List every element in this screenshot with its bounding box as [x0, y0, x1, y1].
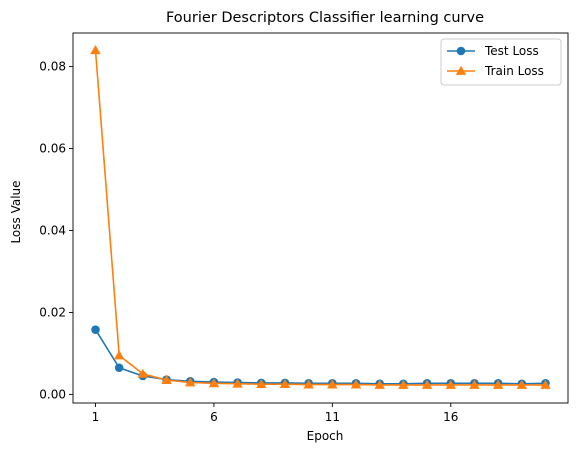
test-loss-point: [91, 325, 100, 334]
train-loss-point: [421, 379, 433, 389]
plot-frame: [72, 32, 569, 404]
x-axis-label: Epoch: [307, 429, 344, 443]
train-loss-point: [469, 379, 480, 389]
train-loss-point: [492, 379, 504, 389]
legend-test-loss-label: Test Loss: [484, 44, 539, 58]
train-loss-point: [256, 378, 267, 389]
plot-area: 1 6 11 160.000.020.040.060.08: [39, 32, 569, 424]
y-tick-label: 0.04: [39, 223, 66, 237]
x-tick-label: 6: [210, 410, 218, 424]
train-loss-point: [232, 378, 243, 388]
chart-title: Fourier Descriptors Classifier learning …: [166, 10, 484, 26]
train-loss-point: [374, 379, 385, 389]
legend-train-loss-marker: [455, 65, 467, 75]
train-loss-point: [279, 378, 291, 389]
train-loss-point: [161, 374, 172, 384]
y-tick-label: 0.00: [39, 387, 66, 401]
train-loss-line: [94, 50, 546, 386]
train-loss-point: [445, 379, 456, 389]
x-tick-label: 1: [92, 410, 100, 424]
train-loss-point: [398, 379, 409, 389]
train-loss-point: [185, 377, 196, 387]
legend-train-loss-label: Train Loss: [484, 64, 544, 78]
train-loss-point: [327, 379, 338, 389]
legend-test-loss-marker: [456, 46, 466, 56]
legend: Test Loss Train Loss: [440, 38, 562, 86]
train-loss-point: [303, 379, 314, 389]
train-loss-point: [90, 45, 101, 55]
train-loss-point: [137, 368, 149, 378]
train-loss-point: [208, 378, 220, 388]
y-tick-label: 0.06: [39, 142, 66, 156]
x-tick-label: 16: [443, 410, 458, 424]
train-loss-point: [540, 379, 551, 389]
y-axis-label: Loss Value: [9, 180, 23, 243]
train-loss-point: [516, 379, 528, 389]
test-loss-point: [114, 363, 124, 373]
train-loss-point: [113, 350, 125, 360]
x-tick-label: 11: [325, 410, 340, 424]
train-loss-point: [350, 379, 362, 389]
y-tick-label: 0.08: [39, 60, 66, 74]
y-tick-label: 0.02: [39, 305, 66, 319]
test-loss-line: [94, 329, 546, 385]
